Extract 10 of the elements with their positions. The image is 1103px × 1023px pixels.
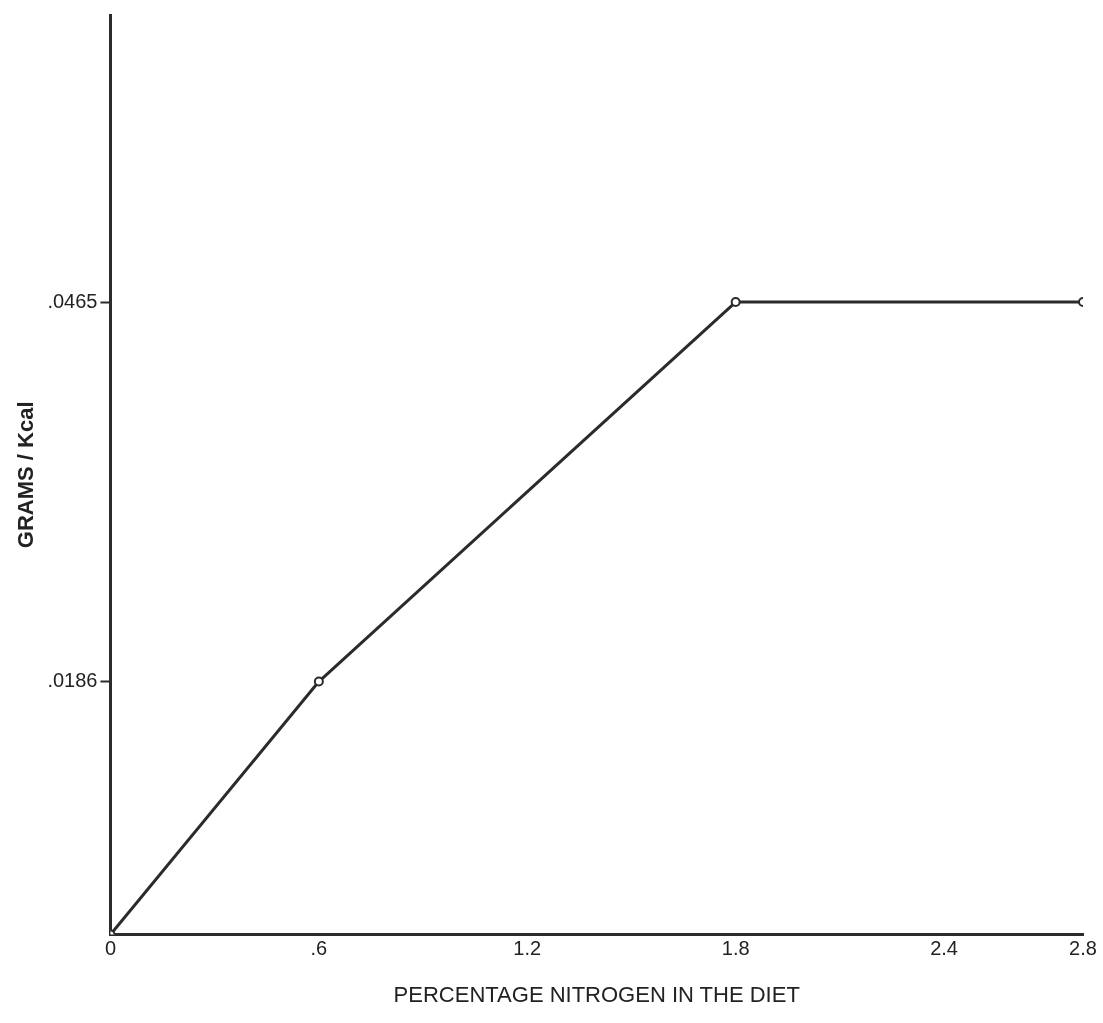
x-tick-label: 2.8 xyxy=(1069,937,1097,960)
x-axis-title: PERCENTAGE NITROGEN IN THE DIET xyxy=(393,981,800,1007)
x-tick-label: .6 xyxy=(310,937,328,960)
x-tick-label: 2.4 xyxy=(930,937,958,960)
y-tick-label: .0465 xyxy=(47,289,98,312)
y-tick-label: .0186 xyxy=(47,669,98,692)
x-tick-label: 1.8 xyxy=(721,937,750,960)
x-tick-label: 1.2 xyxy=(513,937,542,960)
x-tick-label: 0 xyxy=(104,937,117,960)
y-axis-title: GRAMS / Kcal xyxy=(13,401,39,549)
